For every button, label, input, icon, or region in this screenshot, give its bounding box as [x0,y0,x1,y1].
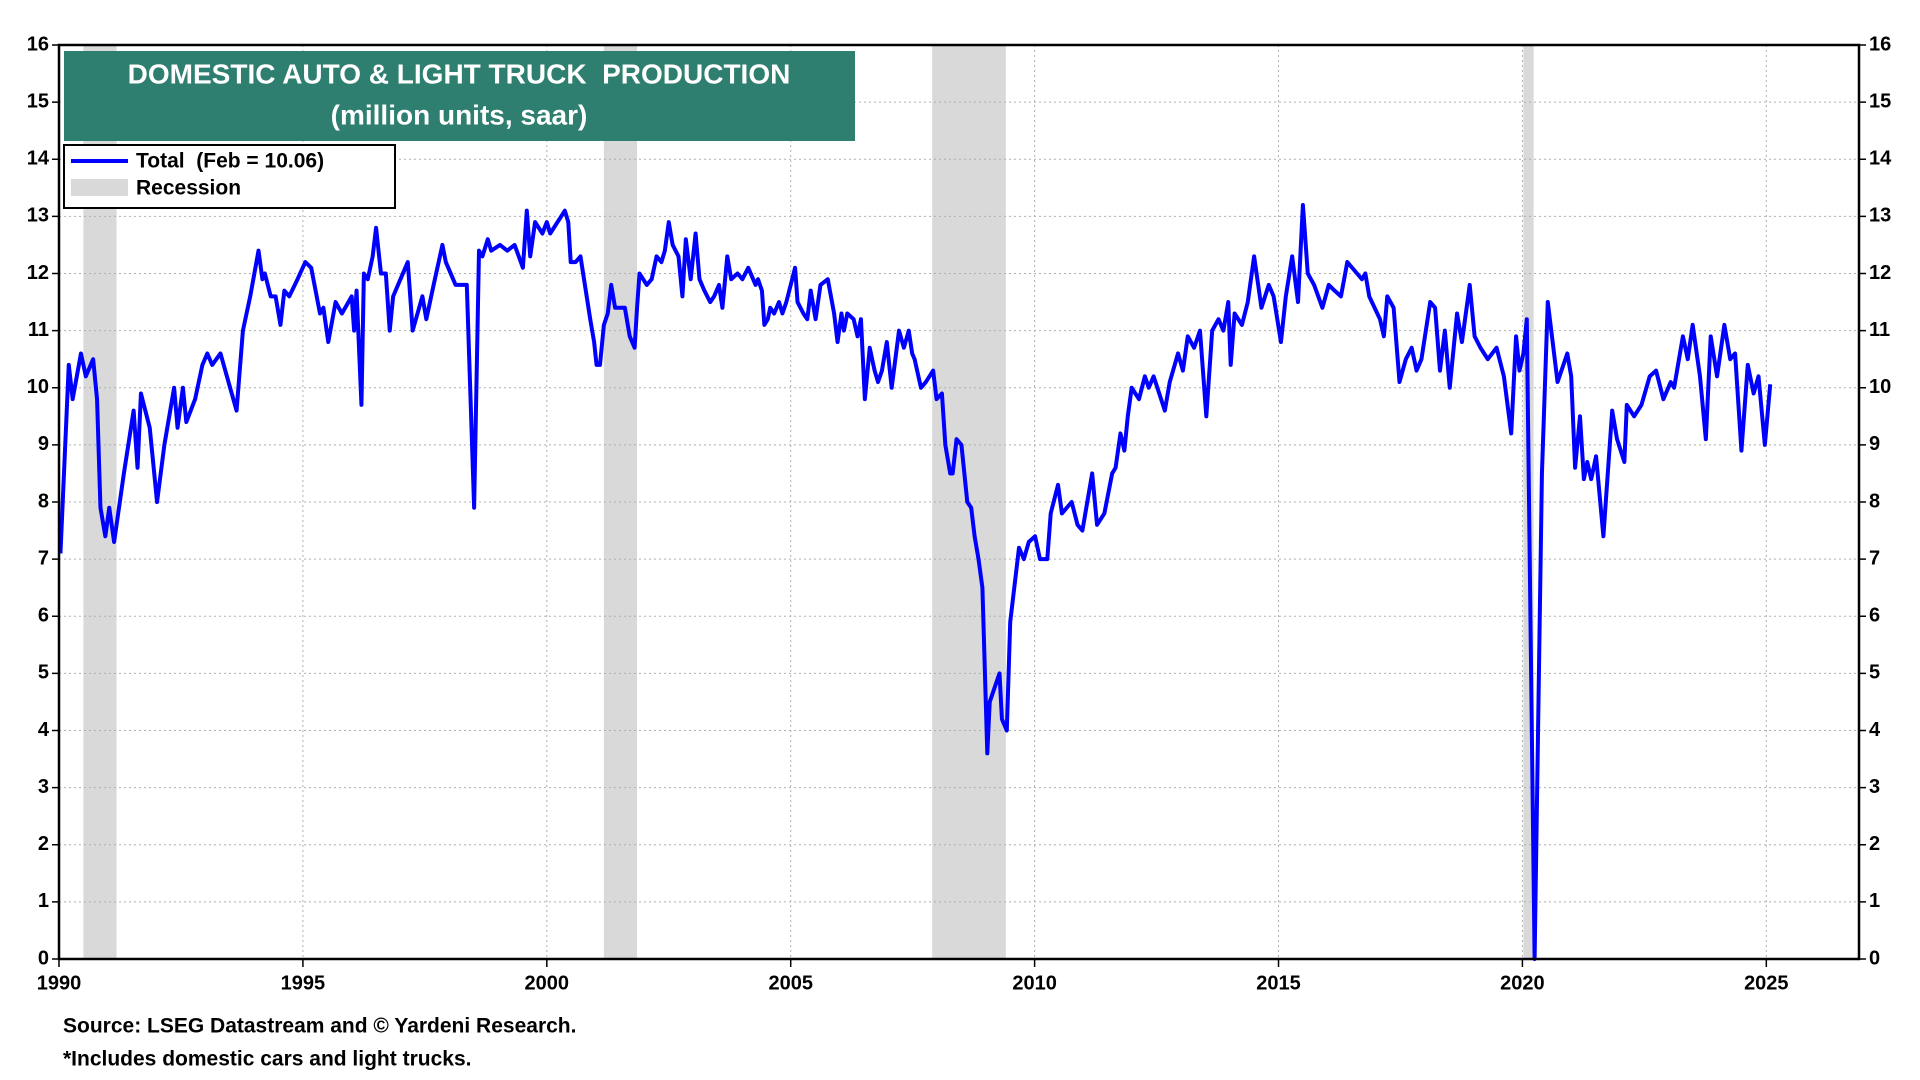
y-tick-label: 5 [38,662,49,684]
chart-subtitle: (million units, saar) [331,99,588,130]
y2-tick-label: 8 [1869,490,1880,512]
y2-tick-label: 6 [1869,605,1880,627]
y2-tick-label: 1 [1869,890,1880,912]
y-tick-label: 14 [27,148,50,170]
legend-label: Recession [136,177,241,200]
y2-tick-label: 3 [1869,776,1880,798]
y-tick-label: 10 [27,376,49,398]
y-tick-label: 13 [27,205,49,227]
y-tick-label: 3 [38,776,49,798]
footnote: *Includes domestic cars and light trucks… [63,1048,471,1071]
data-line [58,202,1773,961]
y2-tick-label: 14 [1869,148,1892,170]
y-tick-label: 6 [38,605,49,627]
source-note: Source: LSEG Datastream and © Yardeni Re… [63,1015,576,1038]
title-box [64,51,855,141]
y2-tick-label: 9 [1869,433,1880,455]
y-tick-label: 2 [38,833,49,855]
y2-tick-label: 7 [1869,547,1880,569]
x-tick-label: 1990 [37,972,82,994]
x-tick-label: 2015 [1256,972,1301,994]
y-tick-label: 15 [27,90,49,112]
y-tick-label: 0 [38,947,49,969]
y2-tick-label: 11 [1869,319,1890,341]
y-tick-label: 8 [38,490,49,512]
y2-tick-label: 16 [1869,33,1891,55]
x-tick-label: 2020 [1500,972,1545,994]
y-tick-label: 12 [27,262,49,284]
x-tick-label: 1995 [281,972,326,994]
x-tick-label: 2005 [768,972,813,994]
y-tick-label: 9 [38,433,49,455]
x-tick-label: 2000 [525,972,570,994]
y-tick-label: 7 [38,547,49,569]
y-tick-label: 11 [28,319,49,341]
legend-box [63,144,396,209]
y2-tick-label: 15 [1869,90,1891,112]
legend-swatch [71,179,128,196]
x-tick-label: 2025 [1744,972,1789,994]
y2-tick-label: 0 [1869,947,1880,969]
y-tick-label: 16 [27,33,49,55]
y2-tick-label: 10 [1869,376,1891,398]
y2-tick-label: 4 [1869,719,1881,741]
legend-label: Total (Feb = 10.06) [136,150,324,173]
y2-tick-label: 2 [1869,833,1880,855]
y-tick-label: 4 [38,719,50,741]
lines [58,202,1773,961]
x-tick-label: 2010 [1012,972,1057,994]
chart-title: DOMESTIC AUTO & LIGHT TRUCK PRODUCTION [128,58,791,89]
y2-tick-label: 13 [1869,205,1891,227]
y2-tick-label: 5 [1869,662,1880,684]
y2-tick-label: 12 [1869,262,1891,284]
y-tick-label: 1 [38,890,49,912]
